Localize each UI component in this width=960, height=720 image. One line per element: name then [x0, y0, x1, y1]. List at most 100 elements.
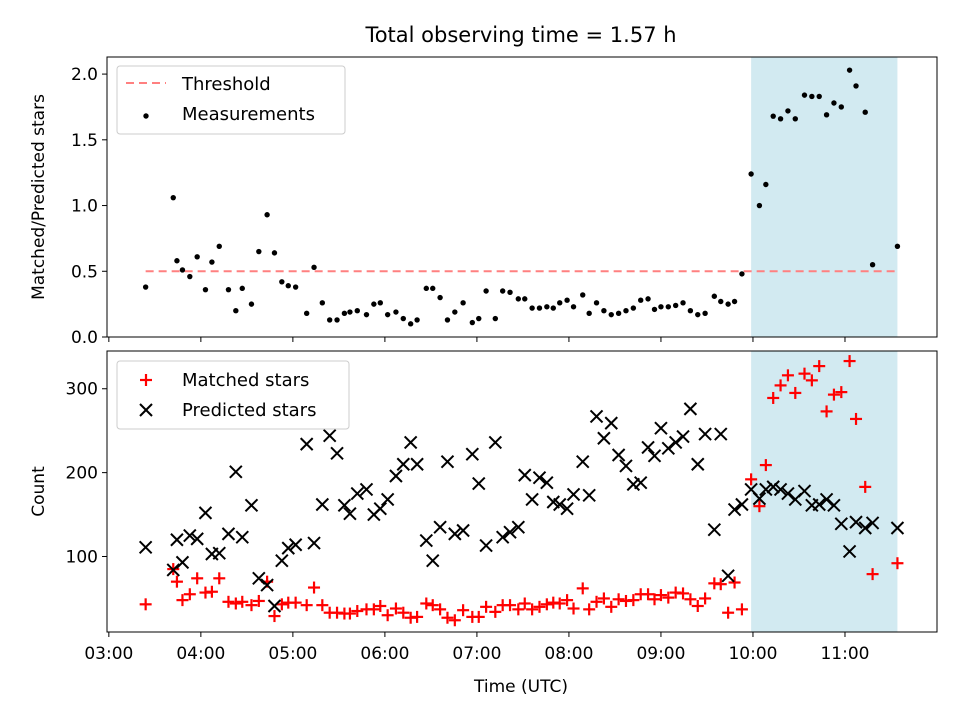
- predicted-stars-point: [633, 475, 648, 490]
- measurement-point: [452, 309, 458, 315]
- predicted-stars-point: [525, 492, 539, 507]
- highlight-span: [751, 57, 898, 337]
- measurement-point: [586, 310, 592, 317]
- predicted-stars-point: [773, 482, 788, 497]
- measurement-point: [672, 302, 679, 309]
- matched-stars-point: [728, 576, 741, 589]
- predicted-stars-point: [315, 497, 330, 512]
- measurement-point: [341, 310, 348, 317]
- measurement-point: [550, 305, 556, 311]
- predicted-stars-point: [735, 497, 749, 512]
- y-axis-label-bottom: Count: [29, 466, 49, 517]
- predicted-stars-point: [752, 491, 767, 506]
- measurement-point: [187, 273, 193, 280]
- legend-box: [116, 360, 350, 430]
- y-tick-label: 1.5: [71, 131, 98, 151]
- predicted-stars-point: [560, 501, 574, 516]
- predicted-stars-point: [479, 538, 493, 553]
- predicted-stars-point: [252, 571, 266, 586]
- plot-frame-bottom: [106, 350, 938, 633]
- measurement-point: [557, 300, 563, 306]
- measurement-point: [334, 317, 340, 323]
- predicted-stars-point: [834, 517, 849, 531]
- predicted-stars-point: [707, 522, 722, 537]
- matched-stars-point: [859, 480, 872, 493]
- measurement-point: [319, 300, 326, 306]
- predicted-stars-point: [343, 507, 357, 521]
- predicted-stars-point: [403, 435, 418, 450]
- predicted-stars-point: [288, 538, 303, 552]
- measurement-point: [423, 285, 430, 292]
- measurement-point: [170, 194, 176, 201]
- measurement-point: [292, 284, 299, 290]
- measurement-point: [194, 254, 200, 260]
- measurement-point: [695, 311, 701, 318]
- y-axis-ticks-top: 0.0 0.5 1.0 1.5 2.0: [71, 65, 107, 348]
- x-tick-label: 11:00: [820, 644, 869, 664]
- measurement-point: [853, 83, 859, 89]
- measurement-point: [437, 294, 443, 301]
- legend-predicted-swatch: [139, 403, 153, 417]
- y-tick-label: 100: [66, 548, 98, 568]
- predicted-stars-point: [396, 457, 411, 471]
- predicted-stars-series: [138, 402, 905, 613]
- matched-stars-point: [139, 598, 152, 611]
- measurement-point: [862, 109, 868, 115]
- matched-stars-point: [590, 595, 603, 608]
- predicted-stars-point: [766, 480, 780, 494]
- predicted-stars-point: [819, 492, 834, 507]
- measurement-point: [869, 261, 876, 268]
- x-tick-label: 08:00: [544, 644, 593, 664]
- matched-stars-point: [648, 593, 661, 606]
- matched-stars-point: [351, 605, 364, 618]
- matched-stars-point: [827, 388, 840, 401]
- matched-stars-point: [583, 603, 596, 616]
- predicted-stars-point: [221, 527, 236, 541]
- legend-matched-swatch: [140, 374, 152, 386]
- matched-stars-point: [397, 606, 410, 619]
- matched-stars-point: [540, 598, 553, 611]
- measurement-point: [499, 288, 506, 294]
- measurement-point: [216, 243, 222, 249]
- measurement-point: [507, 289, 513, 296]
- measurement-point: [731, 298, 738, 305]
- predicted-stars-point: [350, 486, 364, 501]
- matched-stars-point: [183, 588, 196, 601]
- matched-stars-point: [753, 500, 766, 513]
- measurement-point: [777, 116, 784, 122]
- predicted-stars-point: [647, 449, 662, 463]
- matched-stars-point: [850, 412, 863, 425]
- matched-stars-point: [722, 606, 735, 619]
- predicted-stars-point: [448, 527, 462, 541]
- measurement-point: [536, 305, 543, 311]
- measurement-point: [239, 285, 245, 292]
- legend-matched-label: Matched stars: [182, 370, 309, 391]
- matched-stars-point: [448, 614, 461, 627]
- predicted-stars-point: [330, 446, 344, 461]
- measurement-point: [326, 317, 333, 323]
- measurement-point: [792, 116, 798, 122]
- measurement-point: [756, 202, 763, 209]
- matched-stars-point: [300, 599, 313, 612]
- matched-stars-point: [316, 599, 329, 612]
- measurement-point: [347, 309, 353, 315]
- predicted-stars-point: [389, 469, 403, 483]
- matched-stars-point: [441, 611, 454, 624]
- matched-stars-point: [759, 459, 772, 472]
- measurement-point: [601, 308, 607, 314]
- matched-stars-point: [789, 386, 802, 399]
- measurement-point: [271, 250, 278, 256]
- matched-stars-point: [627, 594, 640, 607]
- matched-stars-point: [434, 603, 447, 616]
- measurements-series: [142, 67, 901, 327]
- measurement-point: [264, 212, 270, 218]
- measurement-point: [430, 285, 436, 292]
- matched-stars-point: [642, 588, 655, 601]
- bottom-panel: 100 200 300 03:00 04:00 05:00 06:00 07:00 08:00…: [29, 350, 938, 697]
- matched-stars-point: [472, 610, 485, 623]
- matched-stars-point: [489, 605, 502, 618]
- measurement-point: [785, 108, 791, 114]
- predicted-stars-point: [511, 520, 526, 534]
- matched-stars-point: [275, 598, 288, 611]
- measurement-point: [354, 308, 360, 314]
